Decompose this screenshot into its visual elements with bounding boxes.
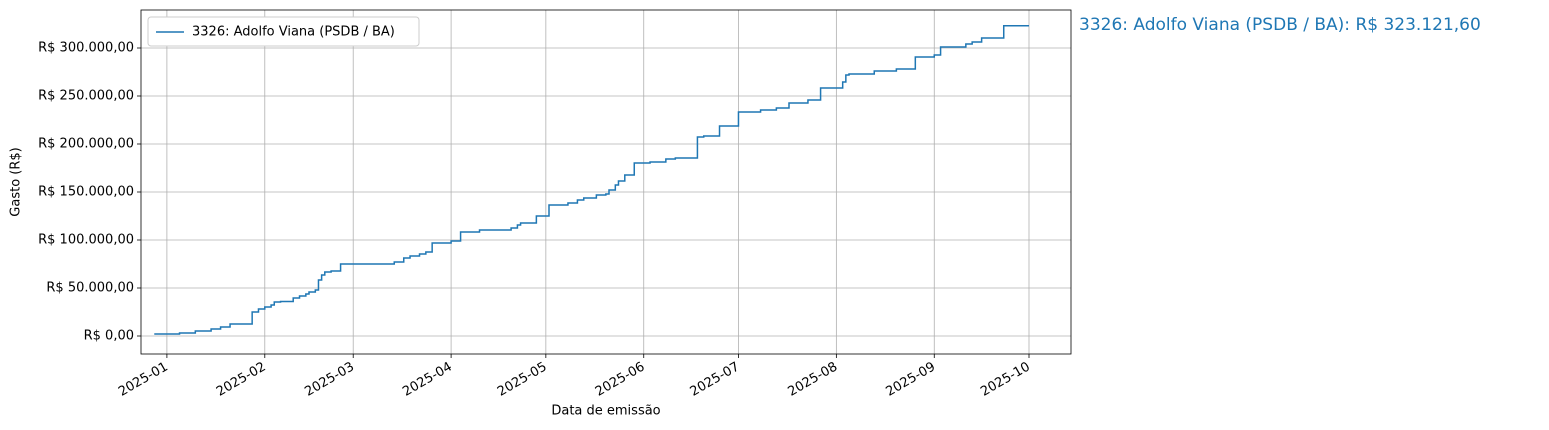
x-tick-label: 2025-06	[593, 360, 648, 400]
y-tick-label: R$ 150.000,00	[38, 184, 134, 199]
y-tick-label: R$ 0,00	[84, 328, 134, 343]
y-tick-label: R$ 300.000,00	[38, 40, 134, 55]
legend: 3326: Adolfo Viana (PSDB / BA)	[147, 16, 420, 47]
x-tick-label: 2025-01	[116, 360, 171, 400]
legend-box	[147, 16, 420, 47]
x-tick-label: 2025-07	[688, 360, 743, 400]
y-tick-label: R$ 200.000,00	[38, 136, 134, 151]
x-tick-label: 2025-04	[400, 360, 455, 400]
x-tick-label: 2025-08	[786, 360, 841, 400]
annotation: 3326: Adolfo Viana (PSDB / BA): R$ 323.1…	[1079, 15, 1481, 35]
plot-frame	[140, 9, 1072, 355]
legend-label: 3326: Adolfo Viana (PSDB / BA)	[192, 25, 395, 40]
data-line	[154, 25, 1029, 335]
x-tick-label: 2025-05	[495, 360, 550, 400]
x-tick-label: 2025-10	[978, 360, 1033, 400]
x-tick-label: 2025-09	[883, 360, 938, 400]
y-tick-label: R$ 50.000,00	[46, 280, 134, 295]
y-tick-label: R$ 100.000,00	[38, 232, 134, 247]
x-tick-label: 2025-02	[214, 360, 269, 400]
x-axis-label: Data de emissão	[551, 404, 660, 419]
y-axis-label: Gasto (R$)	[9, 147, 24, 216]
y-tick-label: R$ 250.000,00	[38, 88, 134, 103]
x-tick-label: 2025-03	[302, 360, 357, 400]
